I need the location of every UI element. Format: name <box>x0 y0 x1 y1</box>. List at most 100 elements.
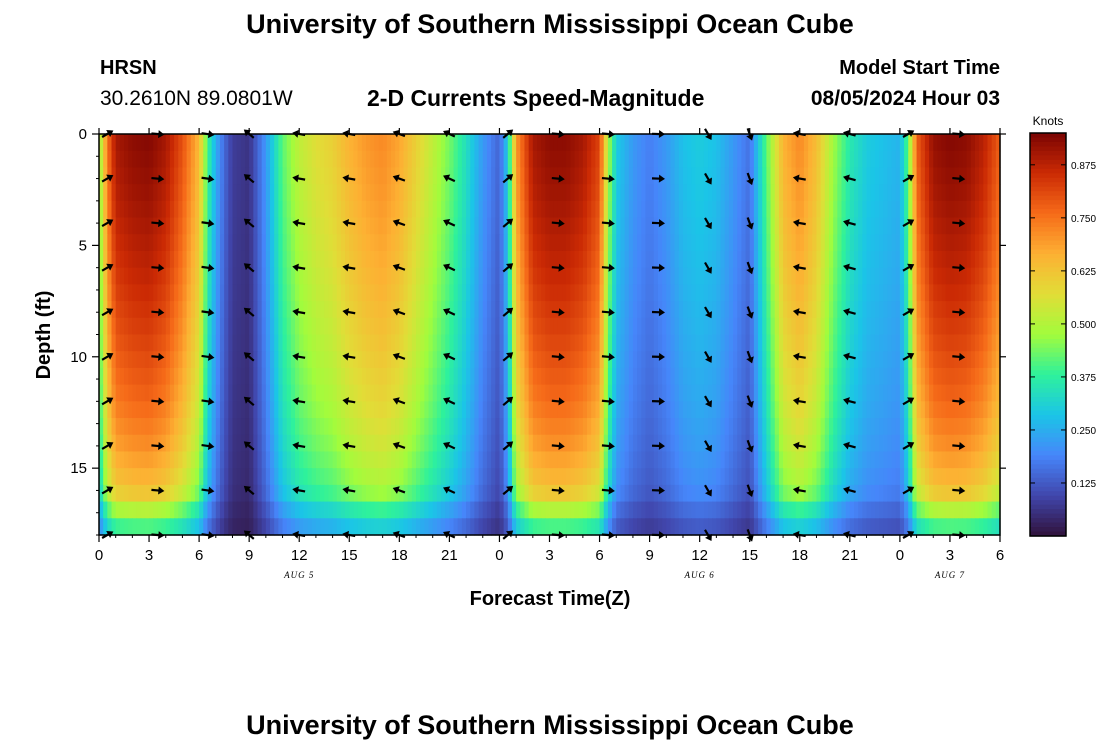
heatmap-cell <box>390 284 396 302</box>
heatmap-cell <box>628 167 634 185</box>
heatmap-cell <box>190 217 196 235</box>
heatmap-cell <box>824 167 830 185</box>
heatmap-cell <box>945 284 951 302</box>
heatmap-cell <box>783 167 788 185</box>
heatmap-cell <box>708 167 713 185</box>
heatmap-cell <box>595 184 601 202</box>
heatmap-cell <box>511 317 517 336</box>
heatmap-cell <box>603 418 609 436</box>
heatmap-cell <box>520 301 526 319</box>
heatmap-cell <box>712 451 717 469</box>
heatmap-cell <box>311 401 317 419</box>
heatmap-cell <box>937 401 943 419</box>
heatmap-cell <box>812 267 818 285</box>
heatmap-cell <box>908 134 913 152</box>
heatmap-cell <box>390 217 396 235</box>
heatmap-cell <box>703 384 709 402</box>
heatmap-cell <box>778 200 784 219</box>
heatmap-cell <box>128 134 133 152</box>
heatmap-cell <box>165 401 171 419</box>
heatmap-cell <box>224 217 229 235</box>
heatmap-cell <box>149 334 154 352</box>
heatmap-cell <box>954 317 959 336</box>
heatmap-cell <box>845 250 851 269</box>
heatmap-cell <box>949 351 955 369</box>
heatmap-cell <box>541 384 546 402</box>
heatmap-cell <box>770 434 776 453</box>
heatmap-cell <box>699 334 705 352</box>
heatmap-cell <box>361 384 367 402</box>
heatmap-cell <box>641 351 647 369</box>
heatmap-cell <box>649 150 655 169</box>
heatmap-cell <box>895 301 901 319</box>
heatmap-cell <box>966 351 972 369</box>
heatmap-cell <box>382 451 388 469</box>
heatmap-cell <box>958 317 964 336</box>
heatmap-cell <box>545 250 551 269</box>
heatmap-cell <box>153 367 158 386</box>
heatmap-cell <box>336 434 342 453</box>
heatmap-cell <box>507 351 513 369</box>
model-start-time: 08/05/2024 Hour 03 <box>810 87 1000 110</box>
heatmap-cell <box>553 468 559 486</box>
heatmap-cell <box>899 317 905 336</box>
heatmap-cell <box>111 401 117 419</box>
heatmap-cell <box>566 267 571 285</box>
heatmap-cell <box>783 284 788 302</box>
heatmap-cell <box>136 518 142 536</box>
heatmap-cell <box>228 234 234 252</box>
heatmap-cell <box>745 451 751 469</box>
heatmap-cell <box>545 301 551 319</box>
heatmap-cell <box>194 284 200 302</box>
heatmap-cell <box>845 317 851 336</box>
heatmap-cell <box>553 367 559 386</box>
heatmap-cell <box>724 301 730 319</box>
heatmap-cell <box>524 150 530 169</box>
heatmap-cell <box>712 167 717 185</box>
heatmap-cell <box>870 317 876 336</box>
heatmap-cell <box>174 518 179 536</box>
heatmap-cell <box>858 484 863 503</box>
heatmap-cell <box>161 167 167 185</box>
heatmap-cell <box>758 434 763 453</box>
heatmap-cell <box>866 134 872 152</box>
heatmap-cell <box>979 401 984 419</box>
heatmap-cell <box>695 384 701 402</box>
heatmap-cell <box>432 250 438 269</box>
heatmap-cell <box>103 150 108 169</box>
heatmap-cell <box>466 200 471 219</box>
heatmap-cell <box>524 234 530 252</box>
heatmap-cell <box>520 317 526 336</box>
heatmap-cell <box>161 217 167 235</box>
heatmap-cell <box>728 284 734 302</box>
heatmap-cell <box>682 234 688 252</box>
heatmap-cell <box>457 367 463 386</box>
heatmap-cell <box>169 451 175 469</box>
heatmap-cell <box>991 351 997 369</box>
heatmap-cell <box>282 250 288 269</box>
heatmap-cell <box>599 234 605 252</box>
heatmap-cell <box>215 401 221 419</box>
heatmap-cell <box>883 317 888 336</box>
heatmap-cell <box>140 250 146 269</box>
heatmap-cell <box>399 501 405 519</box>
heatmap-cell <box>140 451 146 469</box>
heatmap-cell <box>516 351 521 369</box>
heatmap-cell <box>666 401 672 419</box>
heatmap-cell <box>666 134 672 152</box>
heatmap-cell <box>161 351 167 369</box>
heatmap-cell <box>874 334 880 352</box>
heatmap-cell <box>190 167 196 185</box>
heatmap-cell <box>570 401 576 419</box>
heatmap-cell <box>987 167 993 185</box>
heatmap-cell <box>374 418 380 436</box>
heatmap-cell <box>449 434 455 453</box>
heatmap-cell <box>566 468 571 486</box>
heatmap-cell <box>599 267 605 285</box>
heatmap-cell <box>232 184 238 202</box>
heatmap-cell <box>657 134 663 152</box>
heatmap-cell <box>762 334 768 352</box>
heatmap-cell <box>849 468 855 486</box>
heatmap-cell <box>520 234 526 252</box>
heatmap-cell <box>866 334 872 352</box>
